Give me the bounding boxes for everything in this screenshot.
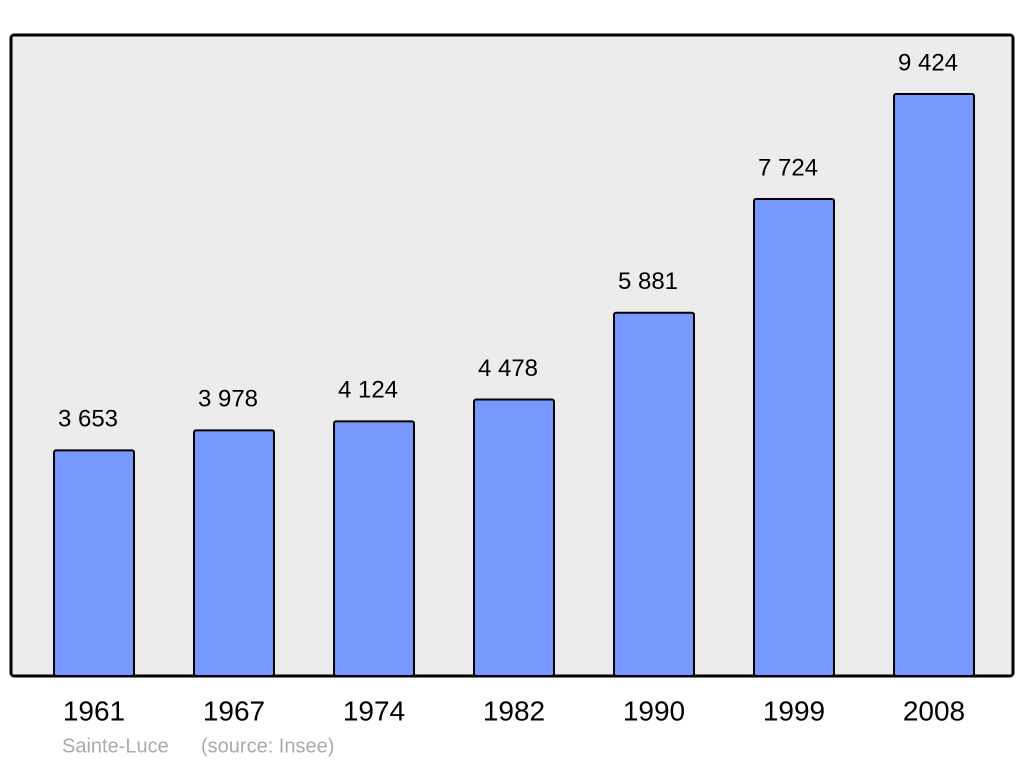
x-tick-label: 1982: [483, 695, 545, 726]
bar: [53, 449, 135, 677]
value-label: 7 724: [758, 154, 818, 181]
value-label: 4 124: [338, 377, 398, 404]
value-label: 4 478: [478, 355, 538, 382]
x-tick-label: 2008: [903, 695, 965, 726]
x-tick-label: 1999: [763, 695, 825, 726]
x-tick-label: 1967: [203, 695, 265, 726]
bar: [473, 398, 555, 677]
bar: [613, 311, 695, 677]
x-tick-label: 1990: [623, 695, 685, 726]
bar: [753, 197, 835, 677]
value-label: 3 653: [58, 406, 118, 433]
bar: [193, 429, 275, 677]
source: (source: Insee): [201, 735, 334, 757]
caption: Sainte-Luce: [62, 735, 169, 757]
value-label: 5 881: [618, 268, 678, 295]
bar: [333, 420, 415, 677]
bar: [893, 93, 975, 677]
value-label: 3 978: [198, 386, 258, 413]
value-label: 9 424: [898, 49, 958, 76]
x-tick-label: 1974: [343, 695, 405, 726]
x-tick-label: 1961: [63, 695, 125, 726]
